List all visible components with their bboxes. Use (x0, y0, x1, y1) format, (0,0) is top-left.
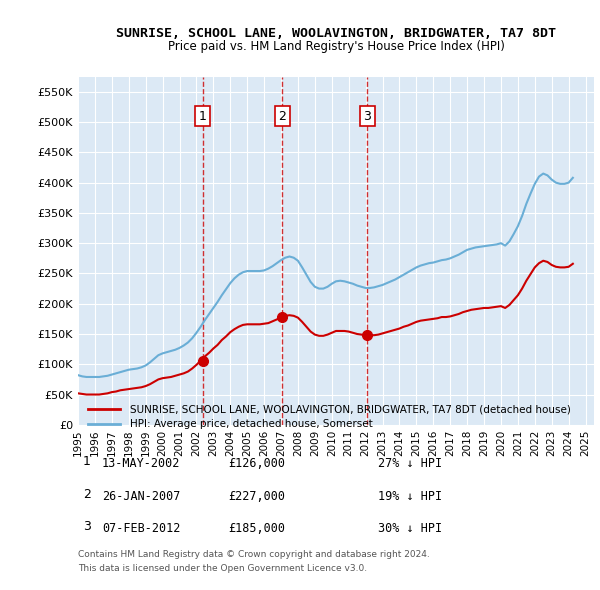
Text: SUNRISE, SCHOOL LANE, WOOLAVINGTON, BRIDGWATER, TA7 8DT (detached house): SUNRISE, SCHOOL LANE, WOOLAVINGTON, BRID… (130, 404, 571, 414)
Text: 3: 3 (364, 110, 371, 123)
Text: £185,000: £185,000 (228, 522, 285, 535)
Text: 13-MAY-2002: 13-MAY-2002 (102, 457, 181, 470)
Text: 07-FEB-2012: 07-FEB-2012 (102, 522, 181, 535)
Text: 3: 3 (83, 520, 91, 533)
Text: HPI: Average price, detached house, Somerset: HPI: Average price, detached house, Some… (130, 419, 373, 429)
Text: Price paid vs. HM Land Registry's House Price Index (HPI): Price paid vs. HM Land Registry's House … (167, 40, 505, 53)
Text: 1: 1 (199, 110, 206, 123)
Text: £227,000: £227,000 (228, 490, 285, 503)
Text: This data is licensed under the Open Government Licence v3.0.: This data is licensed under the Open Gov… (78, 565, 367, 573)
Text: 30% ↓ HPI: 30% ↓ HPI (378, 522, 442, 535)
Text: 26-JAN-2007: 26-JAN-2007 (102, 490, 181, 503)
Text: £126,000: £126,000 (228, 457, 285, 470)
Text: 2: 2 (278, 110, 286, 123)
Text: 1: 1 (83, 455, 91, 468)
Text: 19% ↓ HPI: 19% ↓ HPI (378, 490, 442, 503)
Text: Contains HM Land Registry data © Crown copyright and database right 2024.: Contains HM Land Registry data © Crown c… (78, 550, 430, 559)
Text: SUNRISE, SCHOOL LANE, WOOLAVINGTON, BRIDGWATER, TA7 8DT: SUNRISE, SCHOOL LANE, WOOLAVINGTON, BRID… (116, 27, 556, 40)
Text: 2: 2 (83, 488, 91, 501)
Text: 27% ↓ HPI: 27% ↓ HPI (378, 457, 442, 470)
